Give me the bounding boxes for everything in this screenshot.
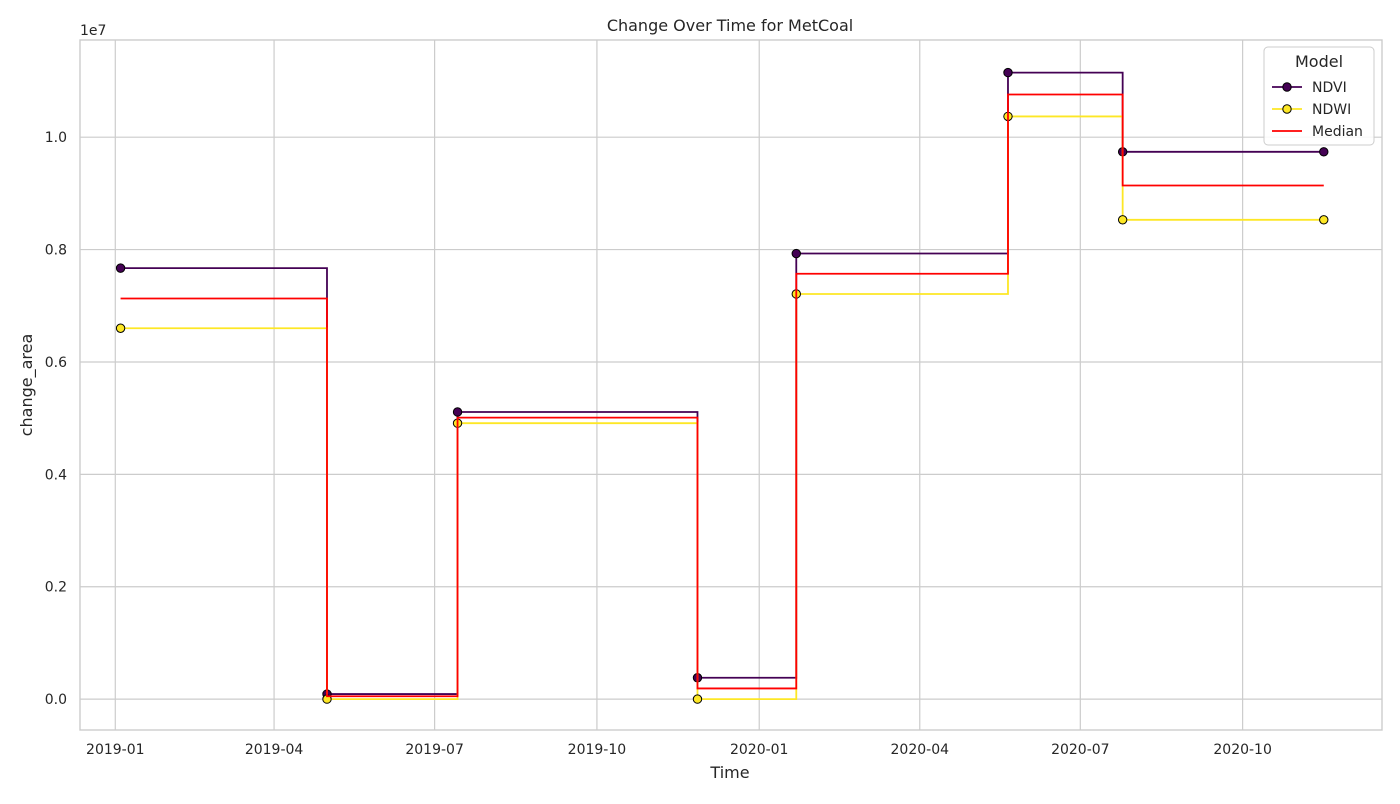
y-tick-label: 1.0 xyxy=(45,130,67,146)
chart-title: Change Over Time for MetCoal xyxy=(607,16,853,35)
x-tick-label: 2020-04 xyxy=(891,742,950,758)
legend-title: Model xyxy=(1295,52,1343,71)
series-line-ndvi xyxy=(120,71,1324,695)
series-line-ndwi xyxy=(120,115,1324,700)
plot-background xyxy=(80,40,1382,730)
legend-marker-ndwi xyxy=(1282,104,1292,114)
x-tick-label: 2019-04 xyxy=(245,742,304,758)
data-point-ndvi xyxy=(452,407,463,417)
data-point-ndwi xyxy=(1117,215,1128,225)
x-tick-label: 2019-10 xyxy=(568,742,627,758)
data-point-ndvi xyxy=(1319,147,1329,157)
y-axis-label: change_area xyxy=(17,334,37,437)
legend-marker-ndvi xyxy=(1282,82,1292,92)
series-line-median xyxy=(120,93,1324,698)
x-tick-label: 2020-01 xyxy=(730,742,789,758)
y-tick-label: 0.0 xyxy=(45,692,67,708)
x-axis-label: Time xyxy=(709,763,749,782)
x-tick-label: 2020-10 xyxy=(1213,742,1272,758)
data-point-ndvi xyxy=(791,248,801,259)
legend-label-ndvi: NDVI xyxy=(1312,80,1347,96)
data-point-ndwi xyxy=(1319,215,1329,225)
legend: Model NDVI NDWI Median xyxy=(1263,46,1375,146)
legend-box xyxy=(1263,46,1375,146)
legend-label-median: Median xyxy=(1312,124,1363,140)
plot-border xyxy=(79,39,1383,731)
y-tick-label: 0.2 xyxy=(45,580,67,596)
y-axis-offset-text: 1e7 xyxy=(80,23,106,39)
y-tick-label: 0.4 xyxy=(45,467,67,483)
data-point-ndvi xyxy=(1003,67,1013,78)
plot-area: 2019-01 2019-04 2019-07 2019-10 2020-01 2020-… xyxy=(45,39,1383,758)
y-tick-label: 0.6 xyxy=(45,355,67,371)
x-tick-label: 2020-07 xyxy=(1051,742,1110,758)
legend-label-ndwi: NDWI xyxy=(1312,102,1351,118)
data-point-ndvi xyxy=(115,263,126,273)
x-tick-label: 2019-07 xyxy=(405,742,464,758)
data-point-ndwi xyxy=(115,323,126,333)
data-point-ndwi xyxy=(692,694,703,704)
y-tick-label: 0.8 xyxy=(45,243,67,259)
x-tick-label: 2019-01 xyxy=(86,742,145,758)
